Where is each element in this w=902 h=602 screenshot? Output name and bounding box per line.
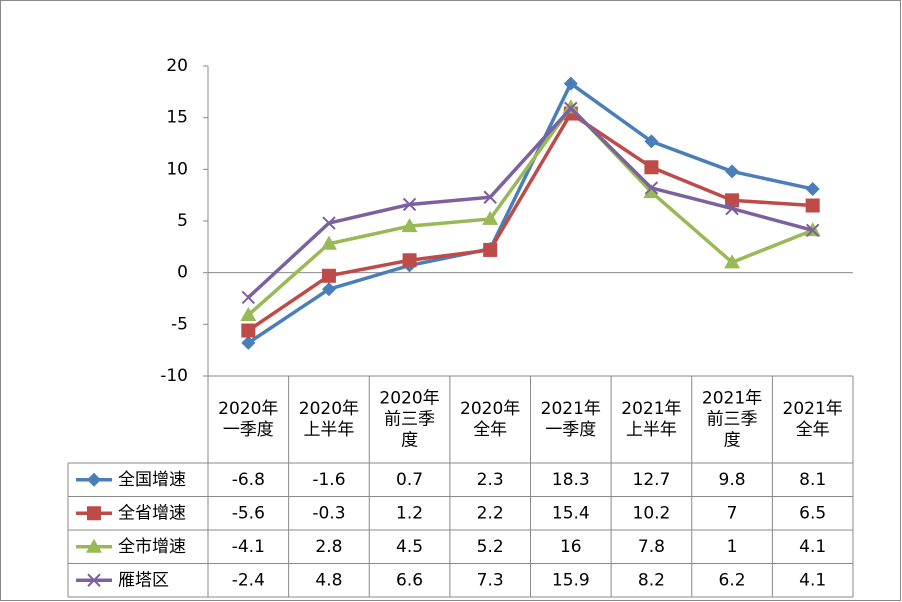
table-value: 7.8 [638, 537, 665, 557]
table-value: 2.8 [315, 537, 342, 557]
marker [321, 282, 336, 297]
x-tick-label: 2020年全年 [460, 399, 520, 440]
marker [321, 268, 336, 283]
marker [725, 201, 739, 216]
table-value: 4.8 [315, 570, 342, 590]
y-tick-label: 15 [166, 108, 188, 128]
marker [644, 181, 659, 195]
marker [87, 573, 101, 587]
table-value: 1.2 [396, 503, 423, 523]
marker [805, 181, 820, 196]
marker [241, 335, 256, 350]
y-tick-label: -10 [160, 366, 188, 386]
series-line [247, 104, 814, 317]
marker [563, 76, 578, 91]
marker [86, 538, 102, 553]
table-value: 6.2 [719, 570, 746, 590]
marker [564, 101, 578, 116]
table-value: 0.7 [396, 470, 423, 490]
table-value: 15.9 [552, 570, 590, 590]
table-value: 4.1 [799, 537, 826, 557]
table-value: 2.2 [477, 503, 504, 523]
table-value: 6.6 [396, 570, 423, 590]
table-value: -0.3 [312, 503, 345, 523]
x-tick-label: 2020年一季度 [218, 399, 278, 440]
x-tick-label: 2021年上半年 [621, 399, 681, 440]
table-value: 2.3 [477, 470, 504, 490]
table-value: 7 [727, 503, 738, 523]
marker [240, 307, 257, 322]
marker [643, 184, 660, 199]
marker [644, 134, 659, 149]
marker [320, 235, 337, 250]
marker [402, 197, 417, 212]
marker [725, 193, 740, 208]
y-tick-label: -5 [171, 314, 188, 334]
marker [725, 164, 740, 179]
marker [644, 160, 659, 175]
table-value: 5.2 [477, 537, 504, 557]
table-value: -4.1 [232, 537, 265, 557]
marker [482, 210, 499, 225]
marker [241, 323, 256, 338]
marker [805, 198, 820, 213]
series-line [247, 105, 814, 299]
table-value: 16 [560, 537, 582, 557]
table-value: 4.1 [799, 570, 826, 590]
marker [724, 254, 741, 269]
marker [805, 223, 820, 238]
table-value: -6.8 [232, 470, 265, 490]
marker [241, 290, 256, 305]
table-value: 6.5 [799, 503, 826, 523]
table-value: 10.2 [633, 503, 671, 523]
legend-label: 全国增速 [118, 470, 186, 490]
legend-label: 全市增速 [118, 537, 186, 557]
y-tick-label: 20 [166, 56, 188, 76]
table-value: 12.7 [633, 470, 671, 490]
table-value: -5.6 [232, 503, 265, 523]
marker [483, 190, 497, 204]
table-value: 1 [727, 537, 738, 557]
marker [402, 253, 417, 268]
table-value: 9.8 [719, 470, 746, 490]
y-tick-label: 0 [177, 263, 188, 283]
table-value: 4.5 [396, 537, 423, 557]
table-value: 8.2 [638, 570, 665, 590]
x-tick-label: 2021年一季度 [541, 399, 601, 440]
x-tick-label: 2021年前三季度 [702, 389, 762, 451]
table-value: 18.3 [552, 470, 590, 490]
series-line [247, 111, 813, 332]
table-value: 8.1 [799, 470, 826, 490]
marker [87, 506, 101, 521]
x-tick-label: 2021年全年 [783, 399, 843, 440]
table-value: 15.4 [552, 503, 590, 523]
table-value: -2.4 [232, 570, 265, 590]
table-value: -1.6 [312, 470, 345, 490]
table-value: 7.3 [477, 570, 504, 590]
x-tick-label: 2020年前三季度 [379, 389, 439, 451]
x-tick-label: 2020年上半年 [299, 399, 359, 440]
legend-label: 全省增速 [118, 503, 186, 523]
marker [483, 242, 498, 257]
series-line [247, 80, 814, 345]
legend-label: 雁塔区 [118, 570, 169, 590]
marker [322, 216, 336, 230]
y-tick-label: 10 [166, 159, 188, 179]
y-tick-label: 5 [177, 211, 188, 231]
marker [401, 218, 418, 233]
marker [87, 472, 101, 487]
